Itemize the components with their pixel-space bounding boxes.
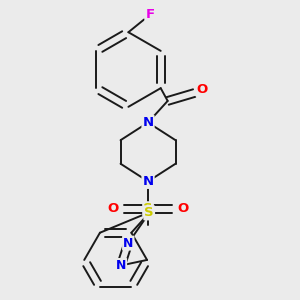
- Text: N: N: [123, 237, 134, 250]
- Text: O: O: [196, 82, 208, 96]
- Text: N: N: [142, 116, 154, 129]
- Text: S: S: [144, 206, 154, 219]
- Text: F: F: [146, 8, 154, 21]
- Text: O: O: [178, 202, 189, 215]
- Text: O: O: [107, 202, 118, 215]
- Text: N: N: [142, 175, 154, 188]
- Text: N: N: [116, 259, 126, 272]
- Text: S: S: [143, 202, 153, 215]
